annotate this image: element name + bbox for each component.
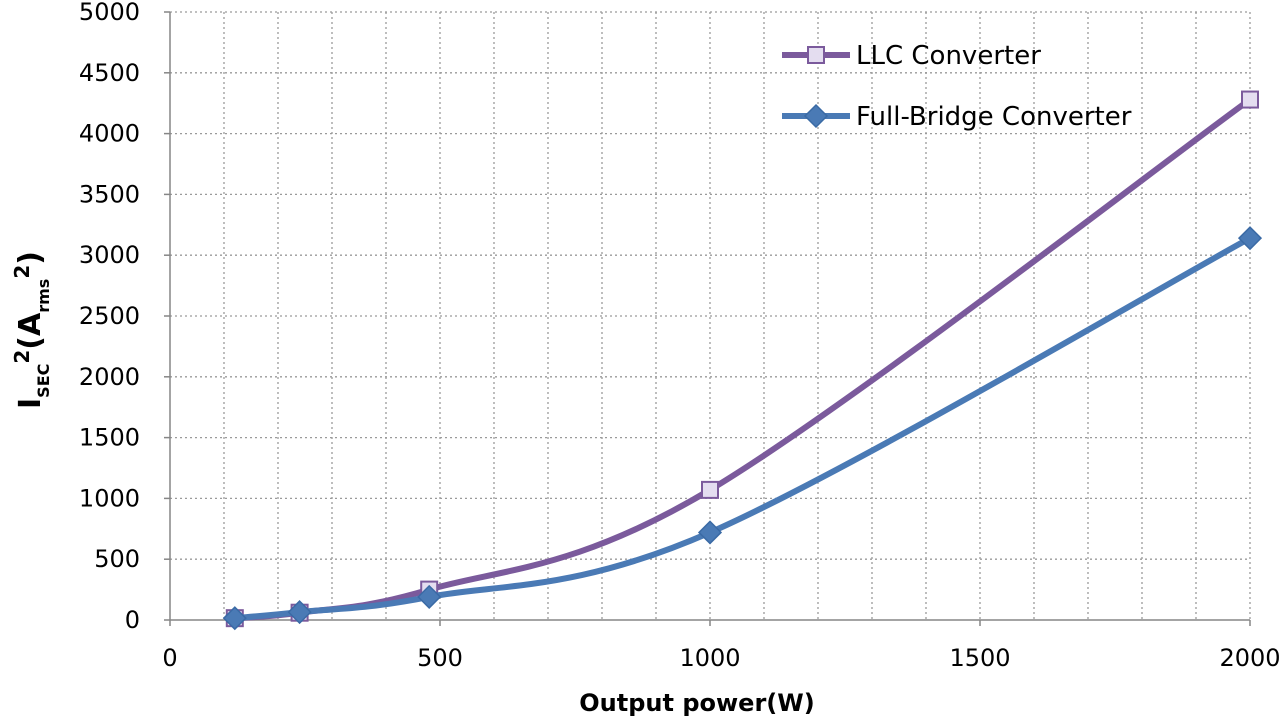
data-point-full-bridge-converter bbox=[222, 606, 247, 631]
axes bbox=[164, 11, 1251, 626]
y-tick-label: 4500 bbox=[79, 59, 140, 87]
y-tick-label: 2000 bbox=[79, 363, 140, 391]
y-tick-labels: 0 500 1000 1500 2000 2500 3000 3500 4000 4500 5000 bbox=[79, 0, 140, 634]
x-tick-label: 2000 bbox=[1219, 644, 1280, 672]
series-layer bbox=[222, 90, 1263, 631]
data-point-full-bridge-converter bbox=[697, 520, 723, 545]
y-tick-label: 3000 bbox=[79, 241, 140, 269]
y-axis-title-sub2: rms bbox=[34, 279, 53, 313]
y-tick-label: 2500 bbox=[79, 302, 140, 330]
y-tick-label: 4000 bbox=[79, 120, 140, 148]
y-axis-title-paren-open: (A bbox=[13, 312, 48, 350]
y-tick-label: 1500 bbox=[79, 424, 140, 452]
x-tick-label: 1500 bbox=[949, 644, 1010, 672]
x-tick-label: 500 bbox=[417, 644, 463, 672]
y-tick-label: 3500 bbox=[79, 180, 140, 208]
legend-label-llc: LLC Converter bbox=[856, 41, 1041, 71]
series-line-full-bridge-converter bbox=[231, 235, 1253, 622]
y-axis-title-sup1: 2 bbox=[10, 350, 34, 364]
x-tick-labels: 0 500 1000 1500 2000 bbox=[162, 644, 1280, 672]
series-line-llc-converter bbox=[231, 96, 1253, 622]
y-axis-title-sub1: SEC bbox=[34, 364, 53, 398]
x-tick-label: 0 bbox=[162, 644, 177, 672]
legend-marker-diamond bbox=[803, 103, 829, 129]
legend-label-full-bridge: Full-Bridge Converter bbox=[856, 102, 1132, 132]
legend: LLC Converter Full-Bridge Converter bbox=[782, 41, 1132, 132]
y-tick-label: 1000 bbox=[79, 484, 140, 512]
y-tick-label: 5000 bbox=[79, 0, 140, 26]
x-tick-label: 1000 bbox=[679, 644, 740, 672]
data-point-full-bridge-converter bbox=[1237, 226, 1263, 251]
grid-lines bbox=[170, 11, 1251, 620]
y-tick-label: 0 bbox=[125, 606, 140, 634]
data-point-llc-converter bbox=[1241, 90, 1259, 109]
legend-marker-square bbox=[807, 46, 825, 64]
legend-item-full-bridge: Full-Bridge Converter bbox=[782, 102, 1132, 132]
legend-item-llc: LLC Converter bbox=[782, 41, 1041, 71]
y-axis-title-main: I bbox=[13, 398, 48, 409]
y-axis-title-sup2: 2 bbox=[10, 265, 34, 279]
data-point-full-bridge-converter bbox=[287, 600, 312, 625]
y-axis-title-paren-close: ) bbox=[13, 251, 48, 265]
x-axis-title: Output power(W) bbox=[579, 689, 814, 717]
y-axis-title: ISEC2(Arms2) bbox=[10, 251, 53, 409]
y-tick-label: 500 bbox=[94, 545, 140, 573]
data-point-full-bridge-converter bbox=[417, 584, 442, 609]
data-point-llc-converter bbox=[701, 480, 719, 499]
